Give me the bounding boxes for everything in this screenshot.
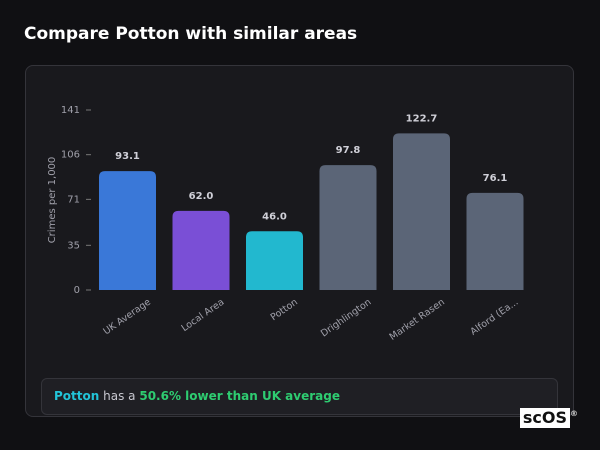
bar <box>319 165 377 290</box>
value-label: 76.1 <box>483 173 508 184</box>
y-tick-label: 0 <box>74 285 80 296</box>
bar <box>466 192 524 290</box>
bar <box>393 133 450 290</box>
value-label: 93.1 <box>115 151 140 162</box>
x-tick-label: Potton <box>269 297 300 324</box>
y-tick-label: 106 <box>61 150 80 161</box>
summary-text: has a <box>103 389 136 403</box>
summary-box: Potton has a 50.6% lower than UK average <box>41 378 558 415</box>
x-tick-label: UK Average <box>101 297 153 338</box>
y-tick-label: 71 <box>67 194 80 205</box>
x-tick-label: Market Rasen <box>388 297 447 343</box>
value-label: 46.0 <box>262 211 287 222</box>
logo: scOS ® <box>519 408 578 428</box>
bar <box>246 231 303 290</box>
y-axis-label: Crimes per 1,000 <box>47 157 58 244</box>
x-tick-label: Drighlington <box>319 297 373 340</box>
y-tick-label: 141 <box>61 105 80 116</box>
value-label: 122.7 <box>406 113 438 124</box>
bar <box>172 210 230 290</box>
bar <box>99 171 156 290</box>
logo-text: scOS <box>522 408 567 427</box>
value-label: 62.0 <box>189 191 214 202</box>
summary-area: Potton <box>54 389 100 403</box>
value-label: 97.8 <box>336 145 361 156</box>
y-tick-label: 35 <box>67 240 80 251</box>
x-tick-label: Local Area <box>180 297 227 334</box>
logo-mark: ® <box>570 409 578 418</box>
summary-highlight: 50.6% lower than UK average <box>139 389 340 403</box>
page-title: Compare Potton with similar areas <box>24 24 358 44</box>
x-tick-label: Alford (Ea... <box>468 297 520 338</box>
